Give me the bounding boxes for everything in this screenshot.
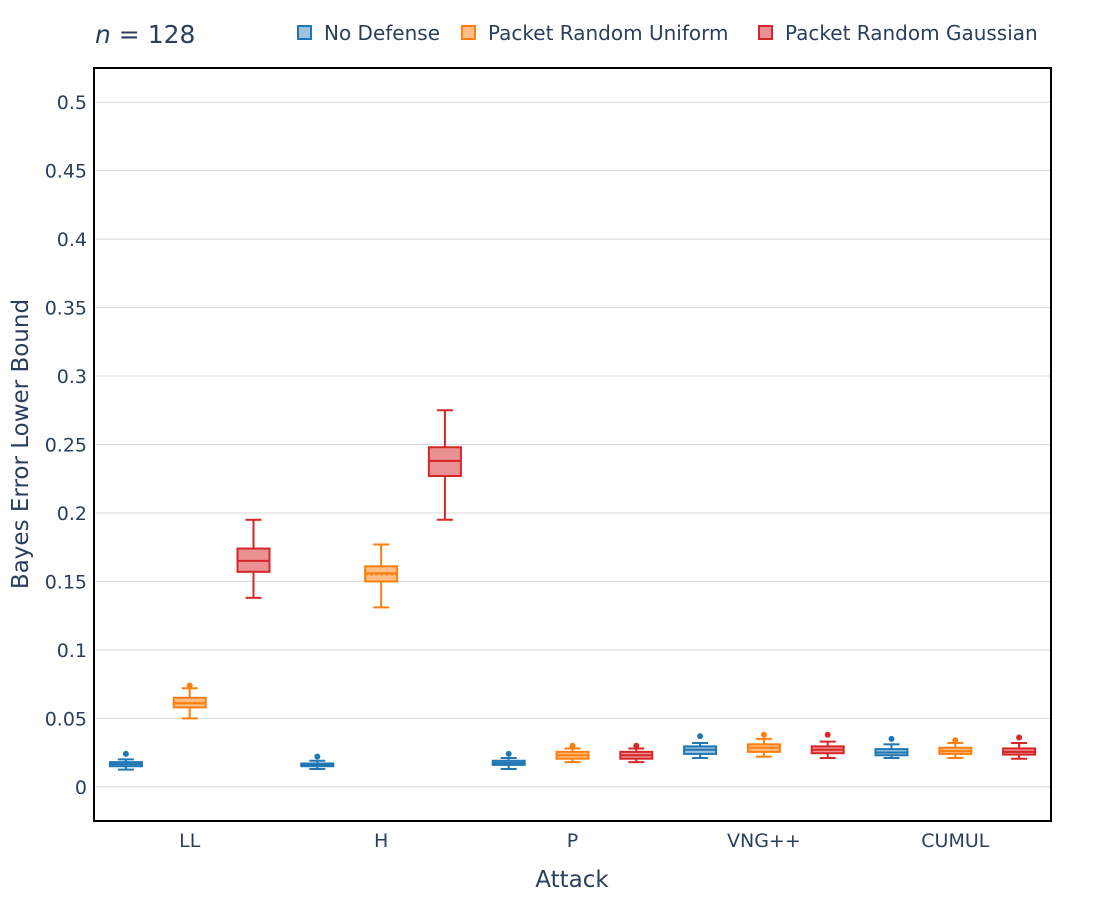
x-tick-label: P (567, 830, 578, 852)
plot-frame (93, 67, 1052, 822)
x-axis-ticks: LL H P VNG++ CUMUL (179, 830, 990, 852)
y-tick-label: 0.5 (57, 92, 87, 114)
box-H-no-defense (300, 753, 335, 770)
box-VNG++-no-defense (683, 733, 718, 760)
box-P-packet-random-uniform (555, 742, 590, 764)
outlier-point (122, 750, 129, 757)
boxes (108, 409, 1037, 771)
y-tick-label: 0.05 (45, 708, 87, 730)
legend-label: Packet Random Gaussian (785, 21, 1038, 45)
x-tick-label: VNG++ (727, 830, 801, 852)
box-CUMUL-packet-random-gaussian (1002, 734, 1037, 760)
x-tick-label: LL (179, 830, 201, 852)
x-axis-title: Attack (535, 867, 609, 893)
outlier-point (697, 733, 704, 740)
legend-swatch (758, 25, 773, 40)
box-CUMUL-packet-random-uniform (938, 737, 973, 760)
outlier-point (824, 731, 831, 738)
chart-title-variable: n (95, 20, 111, 49)
outlier-point (505, 750, 512, 757)
legend-label: Packet Random Uniform (488, 21, 728, 45)
y-tick-label: 0.2 (57, 503, 87, 525)
chart-title-value: = 128 (111, 20, 196, 49)
y-tick-label: 0.15 (45, 571, 87, 593)
box-VNG++-packet-random-uniform (746, 731, 781, 758)
outlier-point (186, 682, 193, 689)
y-tick-label: 0 (75, 777, 87, 799)
y-tick-label: 0.4 (57, 229, 87, 251)
legend-swatch (461, 25, 476, 40)
box-LL-no-defense (108, 750, 143, 771)
outlier-point (760, 731, 767, 738)
box-P-packet-random-gaussian (619, 742, 654, 764)
box-CUMUL-no-defense (874, 735, 909, 760)
y-axis-ticks: 0 0.05 0.1 0.15 0.2 0.25 0.3 0.35 0.4 0.45 0.5 (45, 92, 87, 799)
legend-label: No Defense (324, 21, 440, 45)
outlier-point (633, 742, 640, 749)
box-H-packet-random-gaussian (427, 409, 462, 521)
legend-swatch (297, 25, 312, 40)
outlier-point (314, 753, 321, 760)
y-tick-label: 0.3 (57, 366, 87, 388)
box-VNG++-packet-random-gaussian (810, 731, 845, 760)
y-tick-label: 0.45 (45, 161, 87, 183)
y-axis-title: Bayes Error Lower Bound (8, 299, 34, 589)
x-tick-label: CUMUL (921, 830, 989, 852)
chart-title: n = 128 (95, 20, 195, 49)
gridlines (94, 101, 1051, 788)
outlier-point (888, 735, 895, 742)
y-tick-label: 0.35 (45, 298, 87, 320)
box-P-no-defense (491, 750, 526, 770)
x-tick-label: H (374, 830, 388, 852)
outlier-point (952, 737, 959, 744)
outlier-point (1016, 734, 1023, 741)
y-tick-label: 0.25 (45, 435, 87, 457)
outlier-point (569, 742, 576, 749)
legend: No Defense Packet Random Uniform Packet Ra… (297, 21, 1038, 45)
y-tick-label: 0.1 (57, 640, 87, 662)
box-H-packet-random-uniform (364, 543, 399, 609)
box-LL-packet-random-uniform (172, 682, 207, 720)
box-LL-packet-random-gaussian (236, 518, 271, 599)
